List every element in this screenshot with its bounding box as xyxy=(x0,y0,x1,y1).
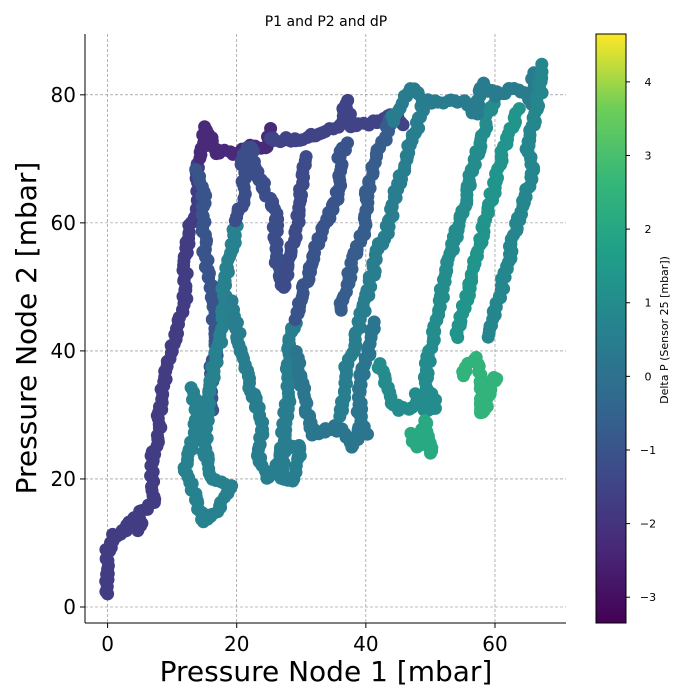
colorbar-tick-label: 0 xyxy=(645,370,652,383)
colorbar-label: Delta P (Sensor 25 [mbar]) xyxy=(658,256,671,404)
y-tick-label: 20 xyxy=(51,467,76,491)
colorbar-tick-label: −1 xyxy=(640,444,656,457)
data-points xyxy=(99,57,549,601)
data-point xyxy=(367,315,381,329)
x-tick-label: 40 xyxy=(353,632,378,656)
y-axis-label: Pressure Node 2 [mbar] xyxy=(10,162,43,495)
x-tick-label: 0 xyxy=(101,632,114,656)
colorbar-tick-label: 4 xyxy=(645,76,652,89)
axes: 0 20 40 60 0 20 40 60 80 xyxy=(51,34,566,656)
data-point xyxy=(535,57,549,71)
y-tick-label: 60 xyxy=(51,211,76,235)
colorbar-tick-label: 1 xyxy=(645,297,652,310)
chart-title: P1 and P2 and dP xyxy=(265,14,388,30)
data-point xyxy=(490,372,504,386)
colorbar xyxy=(595,33,627,624)
x-tick-label: 60 xyxy=(482,632,507,656)
colorbar-tick-label: −2 xyxy=(640,518,656,531)
colorbar-tick-label: 2 xyxy=(645,223,652,236)
data-point xyxy=(341,136,354,150)
x-tick-label: 20 xyxy=(224,632,249,656)
data-point xyxy=(299,150,313,164)
data-point xyxy=(512,102,526,116)
y-tick-label: 0 xyxy=(63,595,76,619)
y-tick-label: 80 xyxy=(51,83,76,107)
y-tick-label: 40 xyxy=(51,339,76,363)
colorbar-tick-label: 3 xyxy=(645,149,652,162)
colorbar-ticks: −3 −2 −1 0 1 2 3 4 xyxy=(626,76,656,604)
colorbar-tick-label: −3 xyxy=(640,591,656,604)
x-axis-label: Pressure Node 1 [mbar] xyxy=(160,655,493,688)
data-point xyxy=(418,414,432,428)
